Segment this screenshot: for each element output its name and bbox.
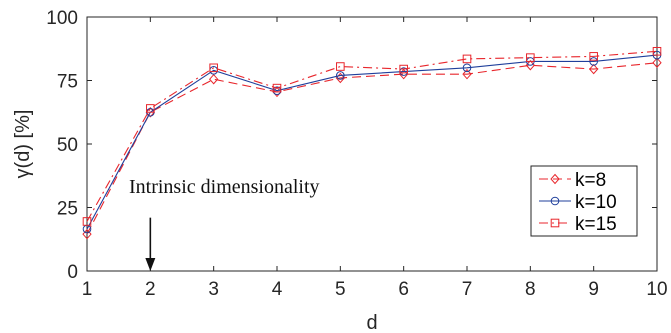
data-point: [336, 71, 345, 80]
data-point: [146, 104, 155, 113]
data-point: [652, 46, 662, 56]
x-tick-label: 10: [646, 279, 667, 300]
legend-label: k=10: [575, 192, 617, 213]
series-k-15: [82, 46, 662, 226]
data-point: [462, 68, 472, 80]
series-layer: [82, 46, 662, 240]
series-line: [86, 54, 658, 230]
data-point: [462, 63, 472, 73]
x-tick-label: 5: [335, 279, 346, 300]
series-line: [86, 62, 658, 235]
x-tick-label: 9: [588, 279, 599, 300]
y-axis-title: γ(d) [%]: [12, 110, 34, 179]
x-tick-label: 3: [208, 279, 219, 300]
y-tick-label: 50: [57, 135, 78, 156]
series-line: [86, 50, 658, 222]
data-point: [588, 63, 599, 75]
y-tick-label: 0: [67, 262, 78, 283]
legend-label: k=8: [575, 170, 606, 191]
data-point: [272, 83, 282, 93]
data-point: [399, 64, 408, 74]
legend-marker: [550, 218, 560, 228]
data-point: [209, 63, 218, 73]
x-axis-title: d: [366, 312, 377, 333]
data-point: [589, 52, 598, 61]
data-point: [526, 53, 535, 62]
x-tick-label: 4: [272, 279, 283, 300]
y-tick-label: 75: [57, 72, 78, 93]
legend-label: k=15: [575, 214, 617, 235]
data-point: [336, 62, 345, 71]
data-point: [652, 57, 662, 68]
y-tick-label: 100: [46, 8, 78, 29]
data-point: [208, 73, 219, 85]
data-point: [82, 217, 92, 226]
x-tick-label: 6: [398, 279, 409, 300]
data-point: [589, 57, 598, 66]
x-tick-label: 2: [145, 279, 156, 300]
legend: k=8k=10k=15: [530, 165, 638, 237]
annotation-arrowhead: [145, 258, 156, 271]
x-tick-label: 8: [525, 279, 536, 300]
annotation: Intrinsic dimensionality: [129, 176, 320, 271]
legend-marker: [550, 173, 560, 185]
data-point: [82, 228, 92, 240]
x-tick-label: 1: [82, 279, 93, 300]
data-point: [462, 54, 472, 64]
x-tick-label: 7: [462, 279, 473, 300]
y-tick-label: 25: [57, 199, 78, 220]
series-k-8: [82, 57, 662, 240]
legend-marker: [550, 196, 560, 206]
annotation-text: Intrinsic dimensionality: [129, 176, 320, 198]
